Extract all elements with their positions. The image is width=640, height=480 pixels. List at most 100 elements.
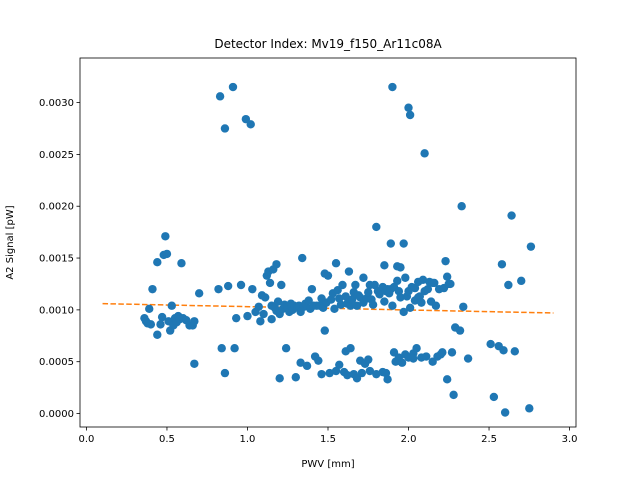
y-tick-label: 0.0025 — [39, 150, 74, 161]
data-point — [223, 281, 233, 291]
data-point — [359, 273, 368, 282]
data-point — [232, 313, 241, 323]
data-point — [330, 304, 339, 314]
data-point — [259, 309, 268, 319]
data-point — [246, 120, 255, 129]
data-point — [365, 366, 375, 376]
data-point — [486, 339, 495, 349]
y-tick-label: 0.0020 — [39, 202, 74, 213]
data-point — [388, 82, 397, 92]
data-point — [397, 358, 407, 367]
data-point — [410, 283, 420, 293]
data-point — [260, 293, 270, 302]
data-point — [457, 202, 466, 211]
data-point — [146, 320, 156, 329]
data-point — [214, 284, 223, 294]
data-point — [344, 267, 354, 276]
data-point — [526, 242, 536, 251]
data-point — [442, 375, 452, 384]
data-point — [401, 273, 410, 282]
data-point — [412, 344, 421, 353]
data-point — [343, 370, 352, 380]
data-point — [431, 301, 441, 310]
data-point — [153, 330, 162, 339]
data-point — [446, 279, 455, 289]
data-point — [357, 368, 367, 378]
data-point — [500, 408, 510, 417]
data-point — [420, 149, 429, 158]
x-tick-label: 2.5 — [481, 434, 497, 445]
data-point — [459, 302, 468, 311]
data-point — [507, 211, 516, 220]
data-point — [430, 278, 439, 288]
data-point — [228, 82, 238, 92]
data-point — [418, 275, 428, 285]
data-point — [422, 352, 431, 361]
data-point — [256, 317, 265, 326]
data-point — [351, 280, 360, 290]
data-point — [517, 276, 526, 286]
data-point — [442, 272, 452, 281]
y-tick-label: 0.0015 — [39, 254, 74, 265]
data-point — [338, 280, 347, 290]
data-point — [510, 347, 520, 356]
x-tick-label: 0.0 — [78, 434, 94, 445]
data-point — [317, 369, 326, 379]
data-point — [167, 301, 176, 310]
data-point — [236, 280, 246, 290]
data-point — [335, 360, 344, 370]
data-point — [438, 348, 447, 357]
data-point — [341, 292, 350, 301]
data-point — [217, 344, 226, 353]
data-point — [220, 368, 230, 378]
data-point — [302, 361, 312, 371]
data-point — [447, 348, 457, 357]
data-point — [296, 358, 305, 367]
data-point — [190, 317, 199, 326]
data-point — [525, 404, 534, 413]
data-point — [393, 276, 402, 286]
data-point — [254, 302, 263, 311]
data-point — [298, 253, 307, 263]
data-point — [497, 260, 507, 269]
data-point — [267, 315, 276, 324]
data-point — [157, 312, 167, 322]
data-point — [161, 232, 170, 241]
y-tick-label: 0.0005 — [39, 357, 74, 368]
y-tick-label: 0.0030 — [39, 98, 74, 109]
data-point — [463, 354, 473, 363]
data-point — [153, 257, 162, 267]
data-point — [404, 103, 413, 112]
x-tick-label: 0.5 — [159, 434, 175, 445]
data-point — [489, 392, 499, 402]
fit-line — [102, 302, 554, 314]
data-point — [380, 261, 389, 270]
data-point — [370, 280, 379, 290]
data-point — [156, 320, 165, 329]
data-point — [145, 304, 154, 314]
data-point — [277, 280, 286, 290]
data-point — [364, 355, 373, 364]
data-point — [352, 301, 362, 310]
data-points-layer — [140, 82, 536, 417]
data-point — [372, 369, 381, 379]
data-point — [272, 260, 281, 269]
data-point — [325, 368, 334, 378]
data-point — [405, 303, 415, 313]
data-point — [405, 110, 415, 120]
data-point — [347, 295, 357, 304]
x-axis-label: PWV [mm] — [301, 459, 354, 470]
data-point — [230, 344, 239, 353]
x-tick-label: 1.0 — [240, 434, 256, 445]
x-axis-ticks: 0.0 0.5 1.0 1.5 2.0 2.5 3.0 — [78, 427, 578, 445]
data-point — [190, 359, 199, 368]
data-point — [281, 344, 291, 353]
data-point — [499, 346, 508, 355]
data-point — [320, 326, 329, 335]
data-point — [331, 259, 341, 268]
data-point — [273, 297, 283, 306]
x-tick-label: 3.0 — [562, 434, 578, 445]
y-axis-label: A2 Signal [pW] — [5, 205, 16, 279]
